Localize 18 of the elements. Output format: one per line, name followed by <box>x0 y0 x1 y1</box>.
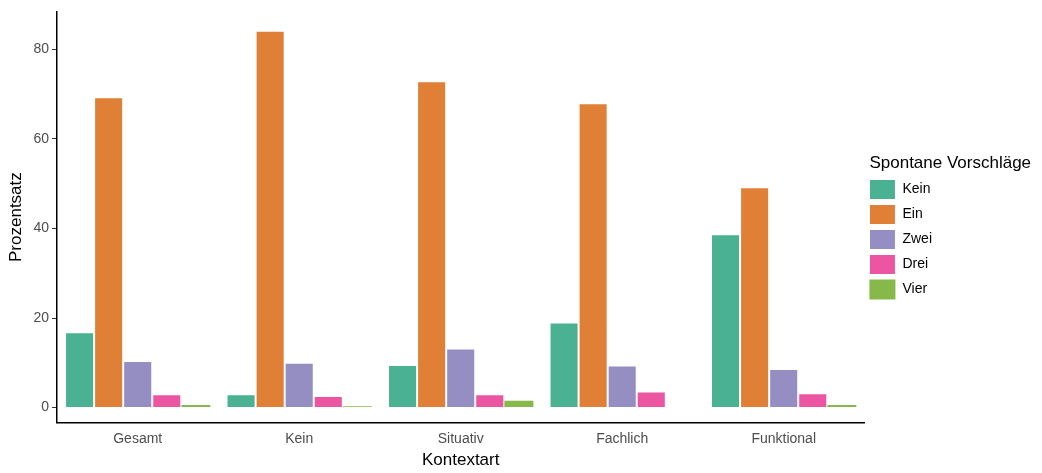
x-axis-title: Kontextart <box>421 450 500 470</box>
legend-label: Kein <box>902 180 931 197</box>
legend-label: Vier <box>902 280 928 297</box>
x-tick-label: Fachlich <box>596 430 649 447</box>
x-tick-label: Kein <box>285 430 314 447</box>
y-tick-label: 20 <box>33 308 50 325</box>
y-tick-label: 60 <box>33 129 50 146</box>
legend-title: Spontane Vorschläge <box>869 152 1032 172</box>
y-tick-label: 80 <box>33 40 50 57</box>
y-axis-title: Prozentsatz <box>5 172 25 262</box>
x-tick-label: Gesamt <box>113 430 163 447</box>
y-tick-label: 40 <box>33 219 50 236</box>
legend-label: Drei <box>902 255 929 272</box>
x-tick-label: Funktional <box>751 430 816 447</box>
x-tick-label: Situativ <box>437 430 484 447</box>
legend-label: Ein <box>902 205 923 222</box>
y-tick-label: 0 <box>41 398 50 415</box>
legend-label: Zwei <box>902 230 932 247</box>
